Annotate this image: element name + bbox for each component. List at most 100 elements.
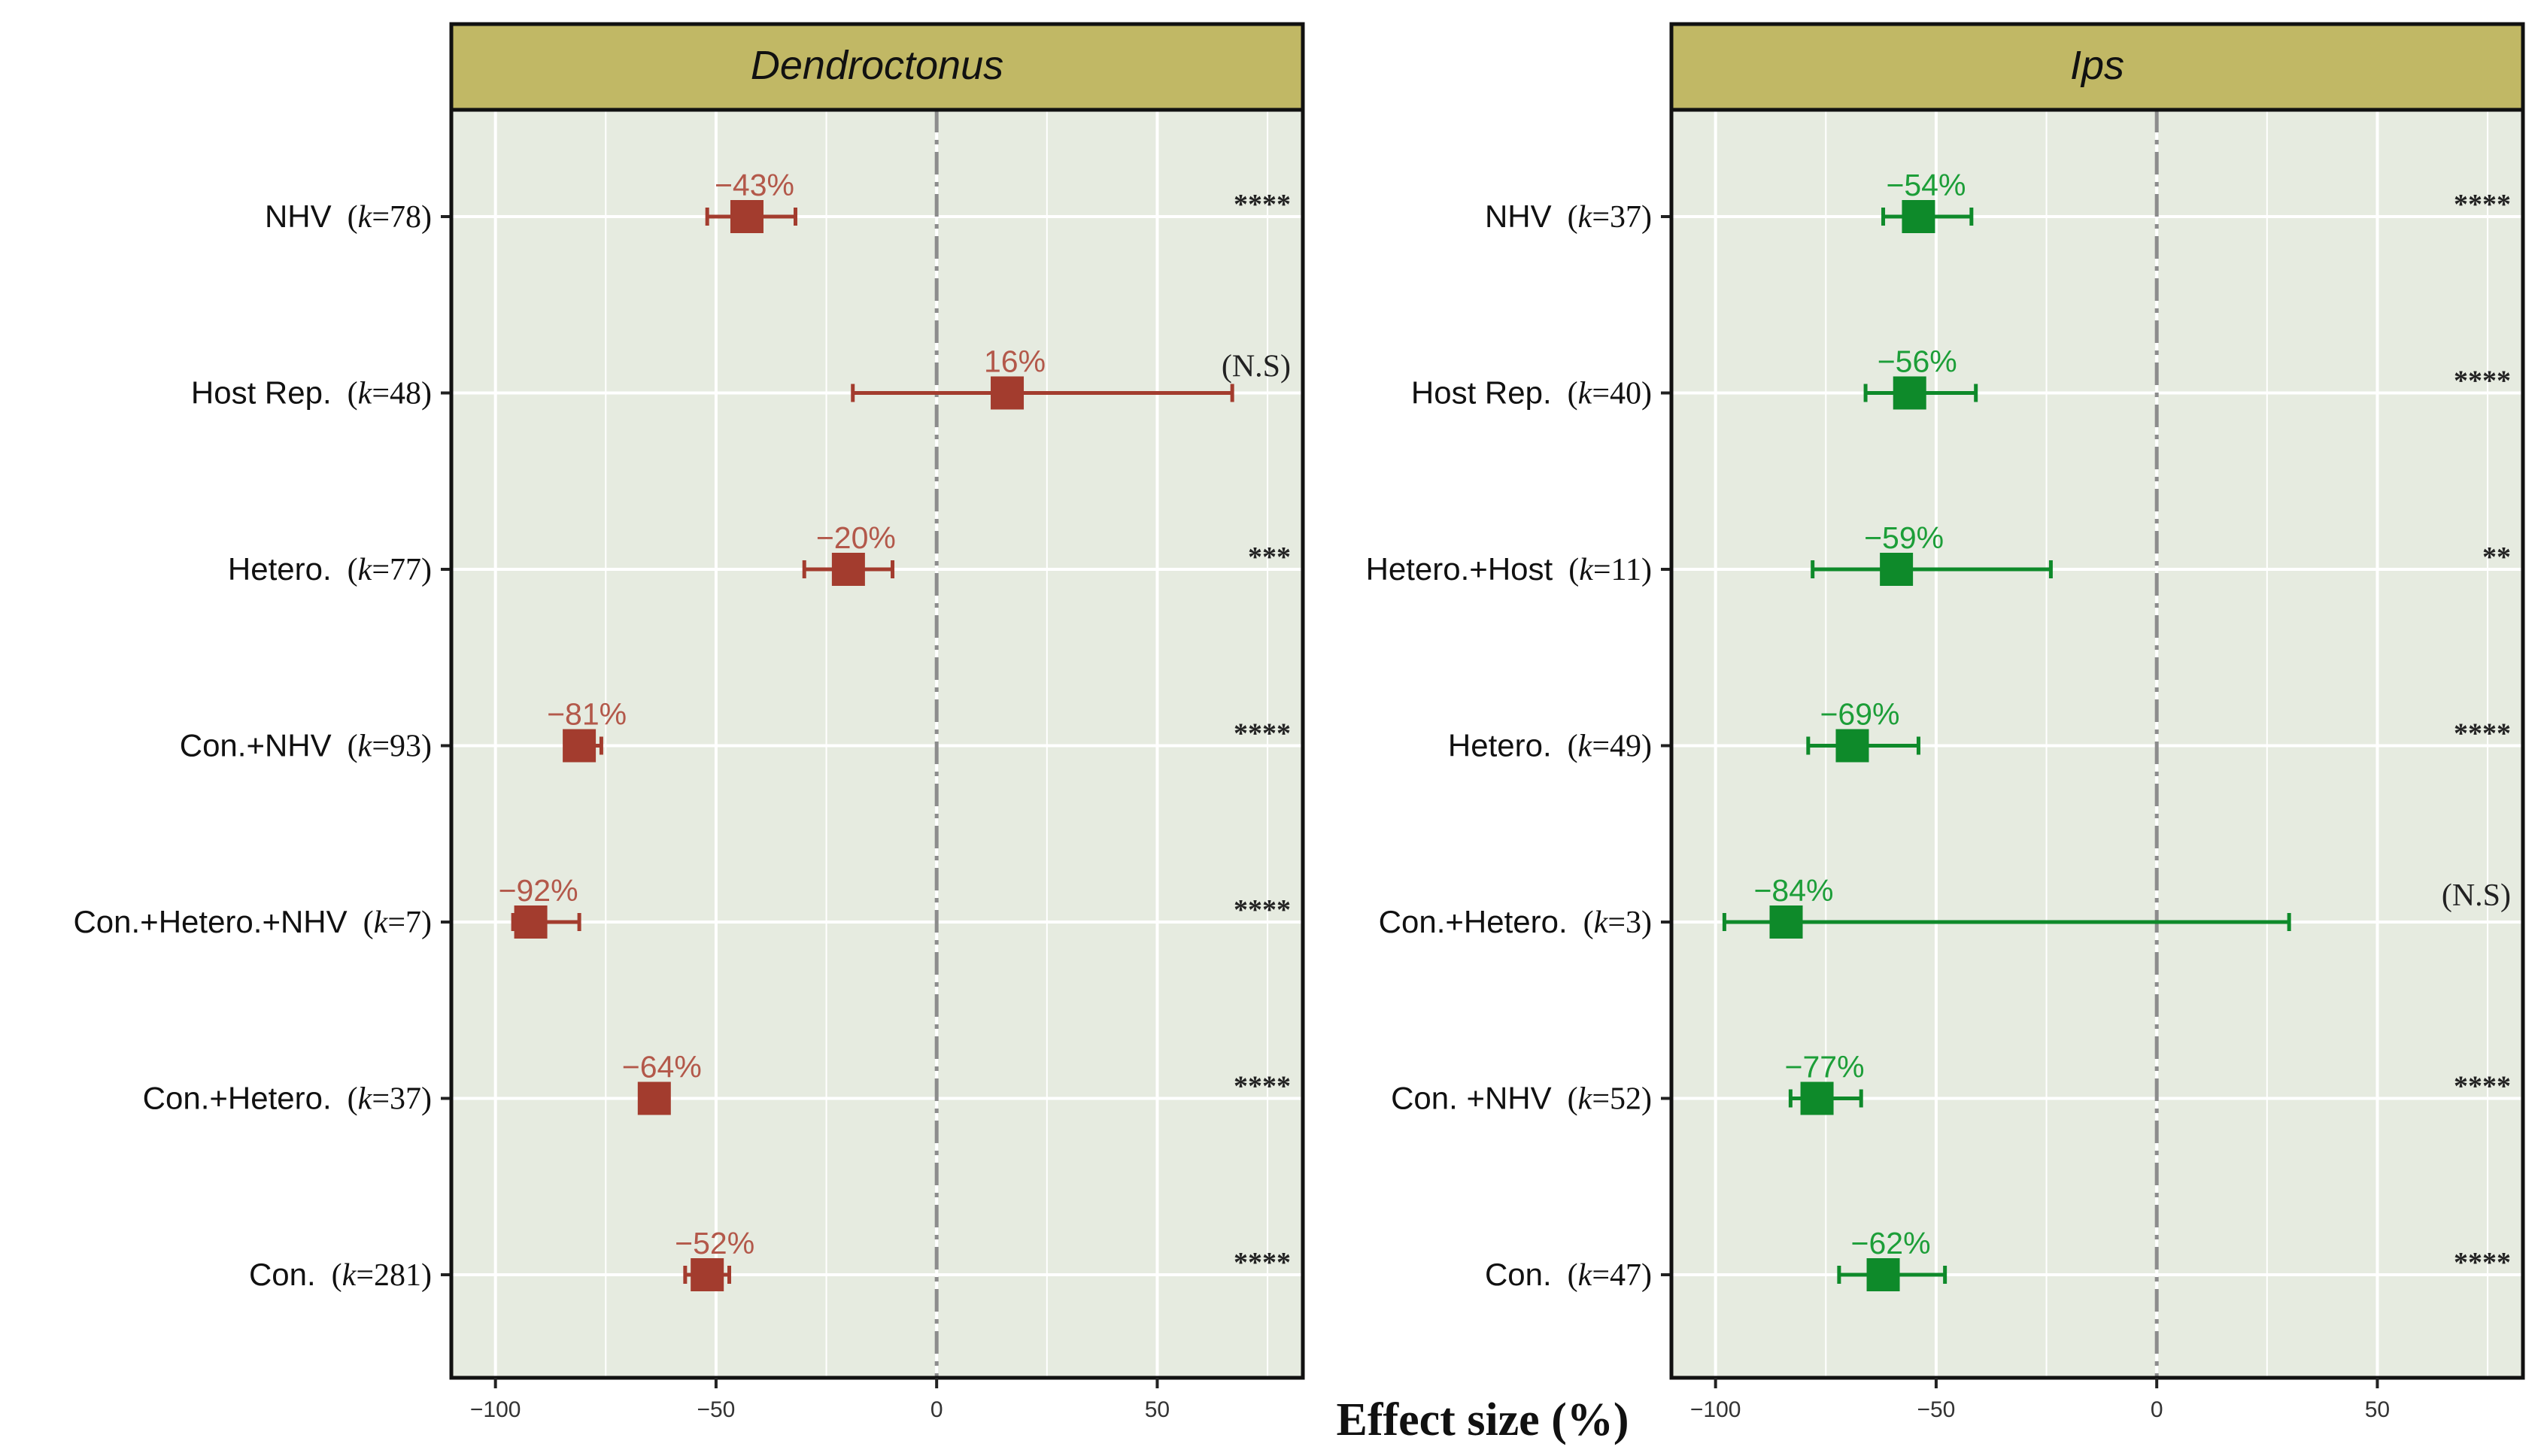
point-estimate	[637, 1081, 671, 1115]
row-label-close: )	[1641, 377, 1652, 411]
point-estimate	[691, 1258, 724, 1291]
significance-marker: ****	[1234, 1247, 1291, 1279]
row-label-paren: (	[1552, 377, 1578, 411]
row-label-count: 40	[1610, 377, 1641, 411]
x-tick-label: 50	[1145, 1397, 1170, 1422]
effect-label: −64%	[622, 1050, 702, 1084]
row-label-paren: (	[332, 200, 358, 235]
significance-marker: (N.S)	[1222, 350, 1291, 384]
row-label-count: 7	[405, 905, 421, 940]
row-label-count: 52	[1610, 1082, 1641, 1117]
row-label-eq: =	[1592, 1258, 1610, 1293]
row-label-k: k	[1578, 1082, 1593, 1117]
row-label-name: Con.+NHV	[180, 728, 332, 763]
row-label-name: NHV	[265, 199, 332, 234]
effect-label: −77%	[1785, 1050, 1865, 1084]
row-label: NHV (k=78)	[265, 199, 432, 235]
forest-row: 16% (N.S)	[851, 344, 1291, 410]
row-label: Con.+Hetero. (k=37)	[143, 1081, 432, 1117]
point-estimate	[1800, 1081, 1834, 1115]
row-label: NHV (k=37)	[1485, 199, 1652, 235]
forest-row: −81% ****	[547, 697, 1291, 763]
forest-row: −64% ****	[622, 1050, 1291, 1115]
row-label-close: )	[1641, 200, 1652, 235]
effect-label: −59%	[1864, 520, 1944, 555]
row-label-k: k	[358, 1082, 373, 1117]
panel-strip	[1669, 22, 2525, 112]
row-label-eq: =	[1593, 553, 1611, 587]
row-label-paren: (	[332, 377, 358, 411]
row-label-paren: (	[332, 730, 358, 764]
row-label-count: 3	[1626, 905, 1641, 940]
row-label: Con.+NHV (k=93)	[180, 728, 432, 764]
row-label-eq: =	[387, 905, 405, 940]
forest-row: −69% ****	[1806, 697, 2511, 763]
forest-row: −43% ****	[705, 168, 1291, 233]
significance-marker: ****	[1234, 1071, 1291, 1103]
effect-label: −81%	[547, 697, 627, 732]
row-label-eq: =	[1592, 377, 1610, 411]
effect-label: −56%	[1878, 344, 1957, 379]
row-label: Hetero.+Host (k=11)	[1366, 551, 1652, 587]
point-estimate	[1866, 1258, 1900, 1291]
row-label-k: k	[1578, 377, 1593, 411]
significance-marker: ****	[1234, 894, 1291, 926]
row-label-paren: (	[1568, 905, 1594, 940]
row-label-eq: =	[372, 377, 390, 411]
x-tick-label: −50	[697, 1397, 735, 1422]
panel-background	[1671, 110, 2523, 1378]
forest-row: −52% ****	[675, 1226, 1291, 1291]
row-label-paren: (	[332, 553, 358, 587]
panel-strip	[449, 22, 1305, 112]
row-label-close: )	[1641, 905, 1652, 940]
point-estimate	[1835, 729, 1869, 763]
row-label-close: )	[421, 1082, 432, 1117]
row-label-k: k	[358, 730, 373, 764]
row-label-close: )	[1641, 730, 1652, 764]
effect-label: −84%	[1753, 873, 1833, 908]
row-label-name: Host Rep.	[1411, 375, 1552, 411]
panel-ips: −54%****NHV (k=37)−56%****Host Rep. (k=4…	[1366, 22, 2525, 1422]
row-label-paren: (	[1553, 553, 1579, 587]
significance-marker: ****	[2454, 189, 2511, 220]
forest-row: −20% ***	[802, 520, 1291, 586]
row-label-close: )	[1641, 553, 1652, 587]
row-label: Con. +NHV (k=52)	[1391, 1081, 1652, 1117]
row-label-k: k	[1578, 200, 1593, 235]
significance-marker: ****	[1234, 718, 1291, 750]
forest-row: −56% ****	[1863, 344, 2511, 410]
row-label-eq: =	[1592, 200, 1610, 235]
row-label-name: Con.	[1485, 1257, 1552, 1292]
row-label-count: 47	[1610, 1258, 1641, 1293]
forest-row: −62% ****	[1837, 1226, 2511, 1291]
row-label-name: NHV	[1485, 199, 1552, 234]
point-estimate	[514, 905, 548, 939]
row-label: Host Rep. (k=40)	[1411, 375, 1652, 411]
significance-marker: (N.S)	[2442, 878, 2511, 913]
x-tick-label: −100	[470, 1397, 521, 1422]
forest-row: −84% (N.S)	[1722, 873, 2511, 939]
row-label-count: 281	[374, 1258, 421, 1293]
point-estimate	[563, 729, 597, 763]
row-label-close: )	[421, 200, 432, 235]
row-label-name: Hetero.+Host	[1366, 551, 1553, 587]
row-label-name: Con.+Hetero.	[1379, 904, 1568, 939]
x-tick-label: 0	[2151, 1397, 2163, 1422]
row-label-count: 49	[1610, 730, 1641, 764]
significance-marker: ****	[2454, 366, 2511, 397]
x-tick-label: 50	[2365, 1397, 2390, 1422]
point-estimate	[991, 376, 1025, 410]
row-label-count: 37	[1610, 200, 1641, 235]
significance-marker: ***	[1248, 541, 1291, 573]
row-label: Con.+Hetero.+NHV (k=7)	[73, 904, 432, 940]
point-estimate	[831, 553, 865, 586]
row-label-k: k	[374, 905, 389, 940]
row-label-name: Con. +NHV	[1391, 1081, 1552, 1116]
row-label-k: k	[358, 377, 373, 411]
point-estimate	[1880, 553, 1914, 586]
row-label-eq: =	[356, 1258, 374, 1293]
effect-label: −54%	[1886, 168, 1966, 202]
row-label: Hetero. (k=77)	[228, 551, 432, 587]
row-label-eq: =	[1592, 730, 1610, 764]
